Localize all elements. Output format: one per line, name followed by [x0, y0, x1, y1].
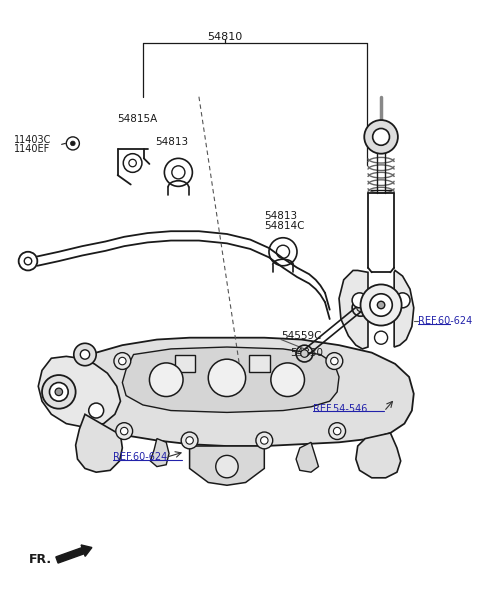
- Circle shape: [331, 357, 338, 365]
- Circle shape: [114, 353, 131, 370]
- Circle shape: [186, 437, 193, 444]
- Text: 54814C: 54814C: [264, 221, 305, 231]
- Circle shape: [370, 294, 392, 316]
- Polygon shape: [150, 439, 169, 467]
- Circle shape: [271, 363, 304, 396]
- Bar: [175, 356, 195, 372]
- Circle shape: [208, 359, 246, 396]
- Bar: [250, 356, 270, 372]
- Text: 54815A: 54815A: [117, 114, 157, 124]
- Text: REF.60-624: REF.60-624: [113, 452, 167, 462]
- Circle shape: [326, 353, 343, 370]
- Circle shape: [74, 343, 96, 366]
- Polygon shape: [296, 442, 319, 472]
- Circle shape: [49, 382, 68, 401]
- Circle shape: [374, 331, 388, 344]
- Circle shape: [377, 301, 385, 309]
- Text: REF.60-624: REF.60-624: [419, 316, 473, 326]
- Circle shape: [119, 357, 126, 365]
- Circle shape: [116, 423, 132, 439]
- Circle shape: [301, 350, 308, 357]
- Circle shape: [120, 428, 128, 435]
- Polygon shape: [394, 270, 414, 347]
- Circle shape: [71, 141, 75, 146]
- Polygon shape: [82, 338, 414, 446]
- Polygon shape: [356, 433, 401, 478]
- Circle shape: [42, 375, 76, 409]
- Text: FR.: FR.: [29, 553, 52, 567]
- Circle shape: [149, 363, 183, 396]
- Circle shape: [364, 120, 398, 154]
- Text: 54813: 54813: [264, 211, 298, 221]
- Circle shape: [89, 403, 104, 418]
- Polygon shape: [190, 446, 264, 486]
- Circle shape: [329, 423, 346, 439]
- Polygon shape: [339, 270, 368, 349]
- Polygon shape: [76, 414, 122, 472]
- Circle shape: [357, 304, 364, 312]
- Circle shape: [334, 428, 341, 435]
- Text: 54559C: 54559C: [281, 331, 322, 341]
- Circle shape: [181, 432, 198, 449]
- Circle shape: [360, 284, 402, 326]
- Circle shape: [55, 388, 62, 396]
- Circle shape: [256, 432, 273, 449]
- Polygon shape: [122, 347, 339, 412]
- Polygon shape: [38, 356, 120, 428]
- Circle shape: [352, 293, 367, 308]
- Text: 54830: 54830: [290, 348, 324, 357]
- FancyArrow shape: [56, 545, 92, 563]
- Circle shape: [372, 129, 389, 145]
- Text: 1140EF: 1140EF: [14, 144, 50, 154]
- Circle shape: [261, 437, 268, 444]
- Text: 11403C: 11403C: [14, 135, 51, 145]
- Text: 54810: 54810: [207, 32, 243, 42]
- Circle shape: [216, 456, 238, 478]
- Circle shape: [80, 350, 90, 359]
- Text: REF.54-546: REF.54-546: [313, 404, 367, 414]
- Circle shape: [395, 293, 410, 308]
- Text: 54813: 54813: [155, 137, 188, 146]
